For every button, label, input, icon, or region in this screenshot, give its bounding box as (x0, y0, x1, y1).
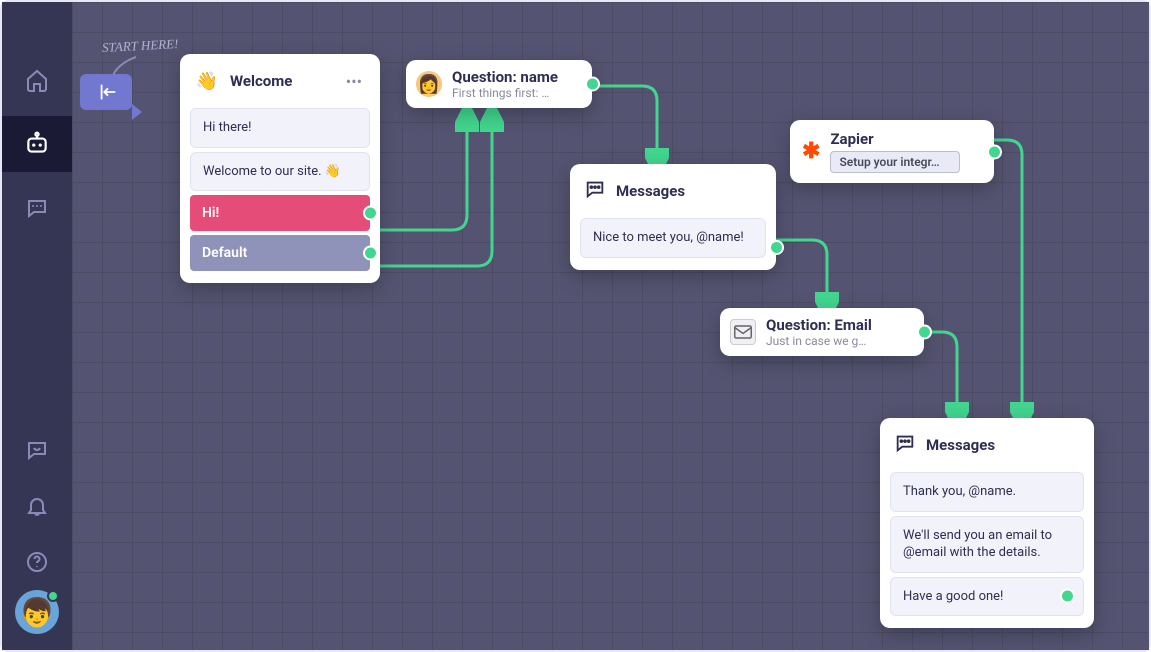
email-icon (730, 319, 756, 345)
sidebar-item-home[interactable] (17, 60, 57, 100)
port-icon[interactable] (363, 206, 378, 221)
port-icon[interactable] (585, 77, 600, 92)
choice-default[interactable]: Default (190, 235, 370, 271)
node-title: Messages (926, 436, 1080, 454)
port-icon[interactable] (769, 240, 784, 255)
person-icon: 👩 (416, 71, 442, 97)
node-messages-1[interactable]: Messages Nice to meet you, @name! (570, 164, 776, 270)
chat-icon (584, 178, 606, 204)
node-title: Messages (616, 182, 762, 200)
sidebar-item-chat[interactable] (17, 188, 57, 228)
port-icon[interactable] (363, 246, 378, 261)
choice-hi[interactable]: Hi! (190, 195, 370, 231)
node-title: Welcome (230, 72, 332, 90)
sidebar: 👦 (2, 2, 72, 650)
message-item: Thank you, @name. (890, 472, 1084, 512)
node-welcome[interactable]: 👋 Welcome ••• Hi there! Welcome to our s… (180, 54, 380, 283)
wave-icon: 👋 (194, 68, 220, 94)
node-title: Zapier (830, 130, 982, 148)
zapier-tag: Setup your integr… (830, 151, 960, 173)
node-messages-2[interactable]: Messages Thank you, @name. We'll send yo… (880, 418, 1094, 628)
sidebar-item-help[interactable] (17, 542, 57, 582)
message-item: Nice to meet you, @name! (580, 218, 766, 258)
node-subtitle: First things first: … (452, 86, 582, 100)
node-question-name[interactable]: 👩 Question: name First things first: … (406, 60, 592, 108)
sidebar-item-feedback[interactable] (17, 430, 57, 470)
message-item: Have a good one! (890, 577, 1084, 617)
port-icon[interactable] (1060, 589, 1075, 604)
chat-icon (894, 432, 916, 458)
message-item: Welcome to our site. 👋 (190, 152, 370, 192)
flow-canvas[interactable]: START HERE! 👋 Welco (72, 2, 1149, 650)
collapse-panel-button[interactable] (80, 74, 132, 110)
sidebar-item-notifications[interactable] (17, 486, 57, 526)
node-question-email[interactable]: Question: Email Just in case we g… (720, 308, 924, 356)
port-icon[interactable] (987, 144, 1002, 159)
port-icon[interactable] (917, 325, 932, 340)
node-title: Question: Email (766, 316, 914, 334)
node-subtitle: Just in case we g… (766, 334, 914, 348)
node-zapier[interactable]: ✱ Zapier Setup your integr… (790, 120, 994, 183)
node-menu-button[interactable]: ••• (342, 72, 366, 91)
avatar[interactable]: 👦 (15, 590, 59, 634)
node-title: Question: name (452, 68, 582, 86)
message-item: We'll send you an email to @email with t… (890, 516, 1084, 573)
sidebar-item-bot[interactable] (2, 116, 72, 172)
zapier-icon: ✱ (802, 141, 820, 163)
message-item: Hi there! (190, 108, 370, 148)
presence-dot-icon (47, 590, 59, 602)
start-here-label: START HERE! (102, 36, 179, 56)
